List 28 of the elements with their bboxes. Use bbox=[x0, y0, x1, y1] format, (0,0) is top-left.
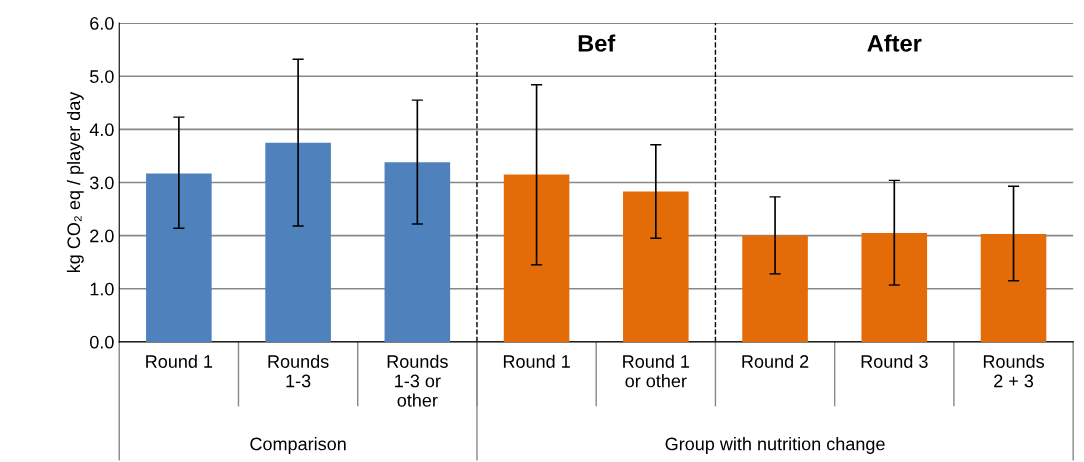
y-tick-label: 3.0 bbox=[89, 176, 114, 190]
bar bbox=[742, 235, 808, 342]
bar bbox=[503, 174, 570, 342]
bar bbox=[146, 173, 212, 342]
x-tick-label: Rounds 1-3 or other bbox=[387, 354, 448, 407]
y-tick-label: 0.0 bbox=[89, 335, 114, 349]
x-tick-label: Rounds 2 + 3 bbox=[983, 354, 1045, 388]
y-tick-label: 6.0 bbox=[90, 17, 114, 30]
x-tick-label: Round 1 bbox=[146, 354, 213, 368]
x-tick-label: Rounds 1-3 bbox=[268, 354, 329, 388]
y-tick-label: 4.0 bbox=[89, 123, 114, 137]
bar bbox=[861, 232, 928, 342]
text: Comparison bbox=[250, 437, 346, 454]
bar bbox=[980, 234, 1047, 342]
annotation: Bef bbox=[578, 34, 616, 52]
x-tick-label: Round 3 bbox=[861, 354, 928, 368]
x-tick-label: Round 1 or other bbox=[623, 354, 690, 388]
y-axis-title: kg CO₂ eq / player day bbox=[66, 91, 84, 273]
annotation: After bbox=[867, 34, 922, 52]
x-tick-label: Round 2 bbox=[742, 354, 809, 368]
text: Group with nutrition change bbox=[665, 437, 885, 454]
y-tick-label: 2.0 bbox=[90, 229, 114, 243]
y-tick-label: 1.0 bbox=[90, 282, 114, 296]
bar bbox=[623, 191, 689, 342]
bar bbox=[265, 142, 331, 342]
y-tick-label: 5.0 bbox=[90, 70, 114, 83]
x-tick-label: Round 1 bbox=[503, 354, 570, 368]
bar bbox=[384, 162, 451, 342]
